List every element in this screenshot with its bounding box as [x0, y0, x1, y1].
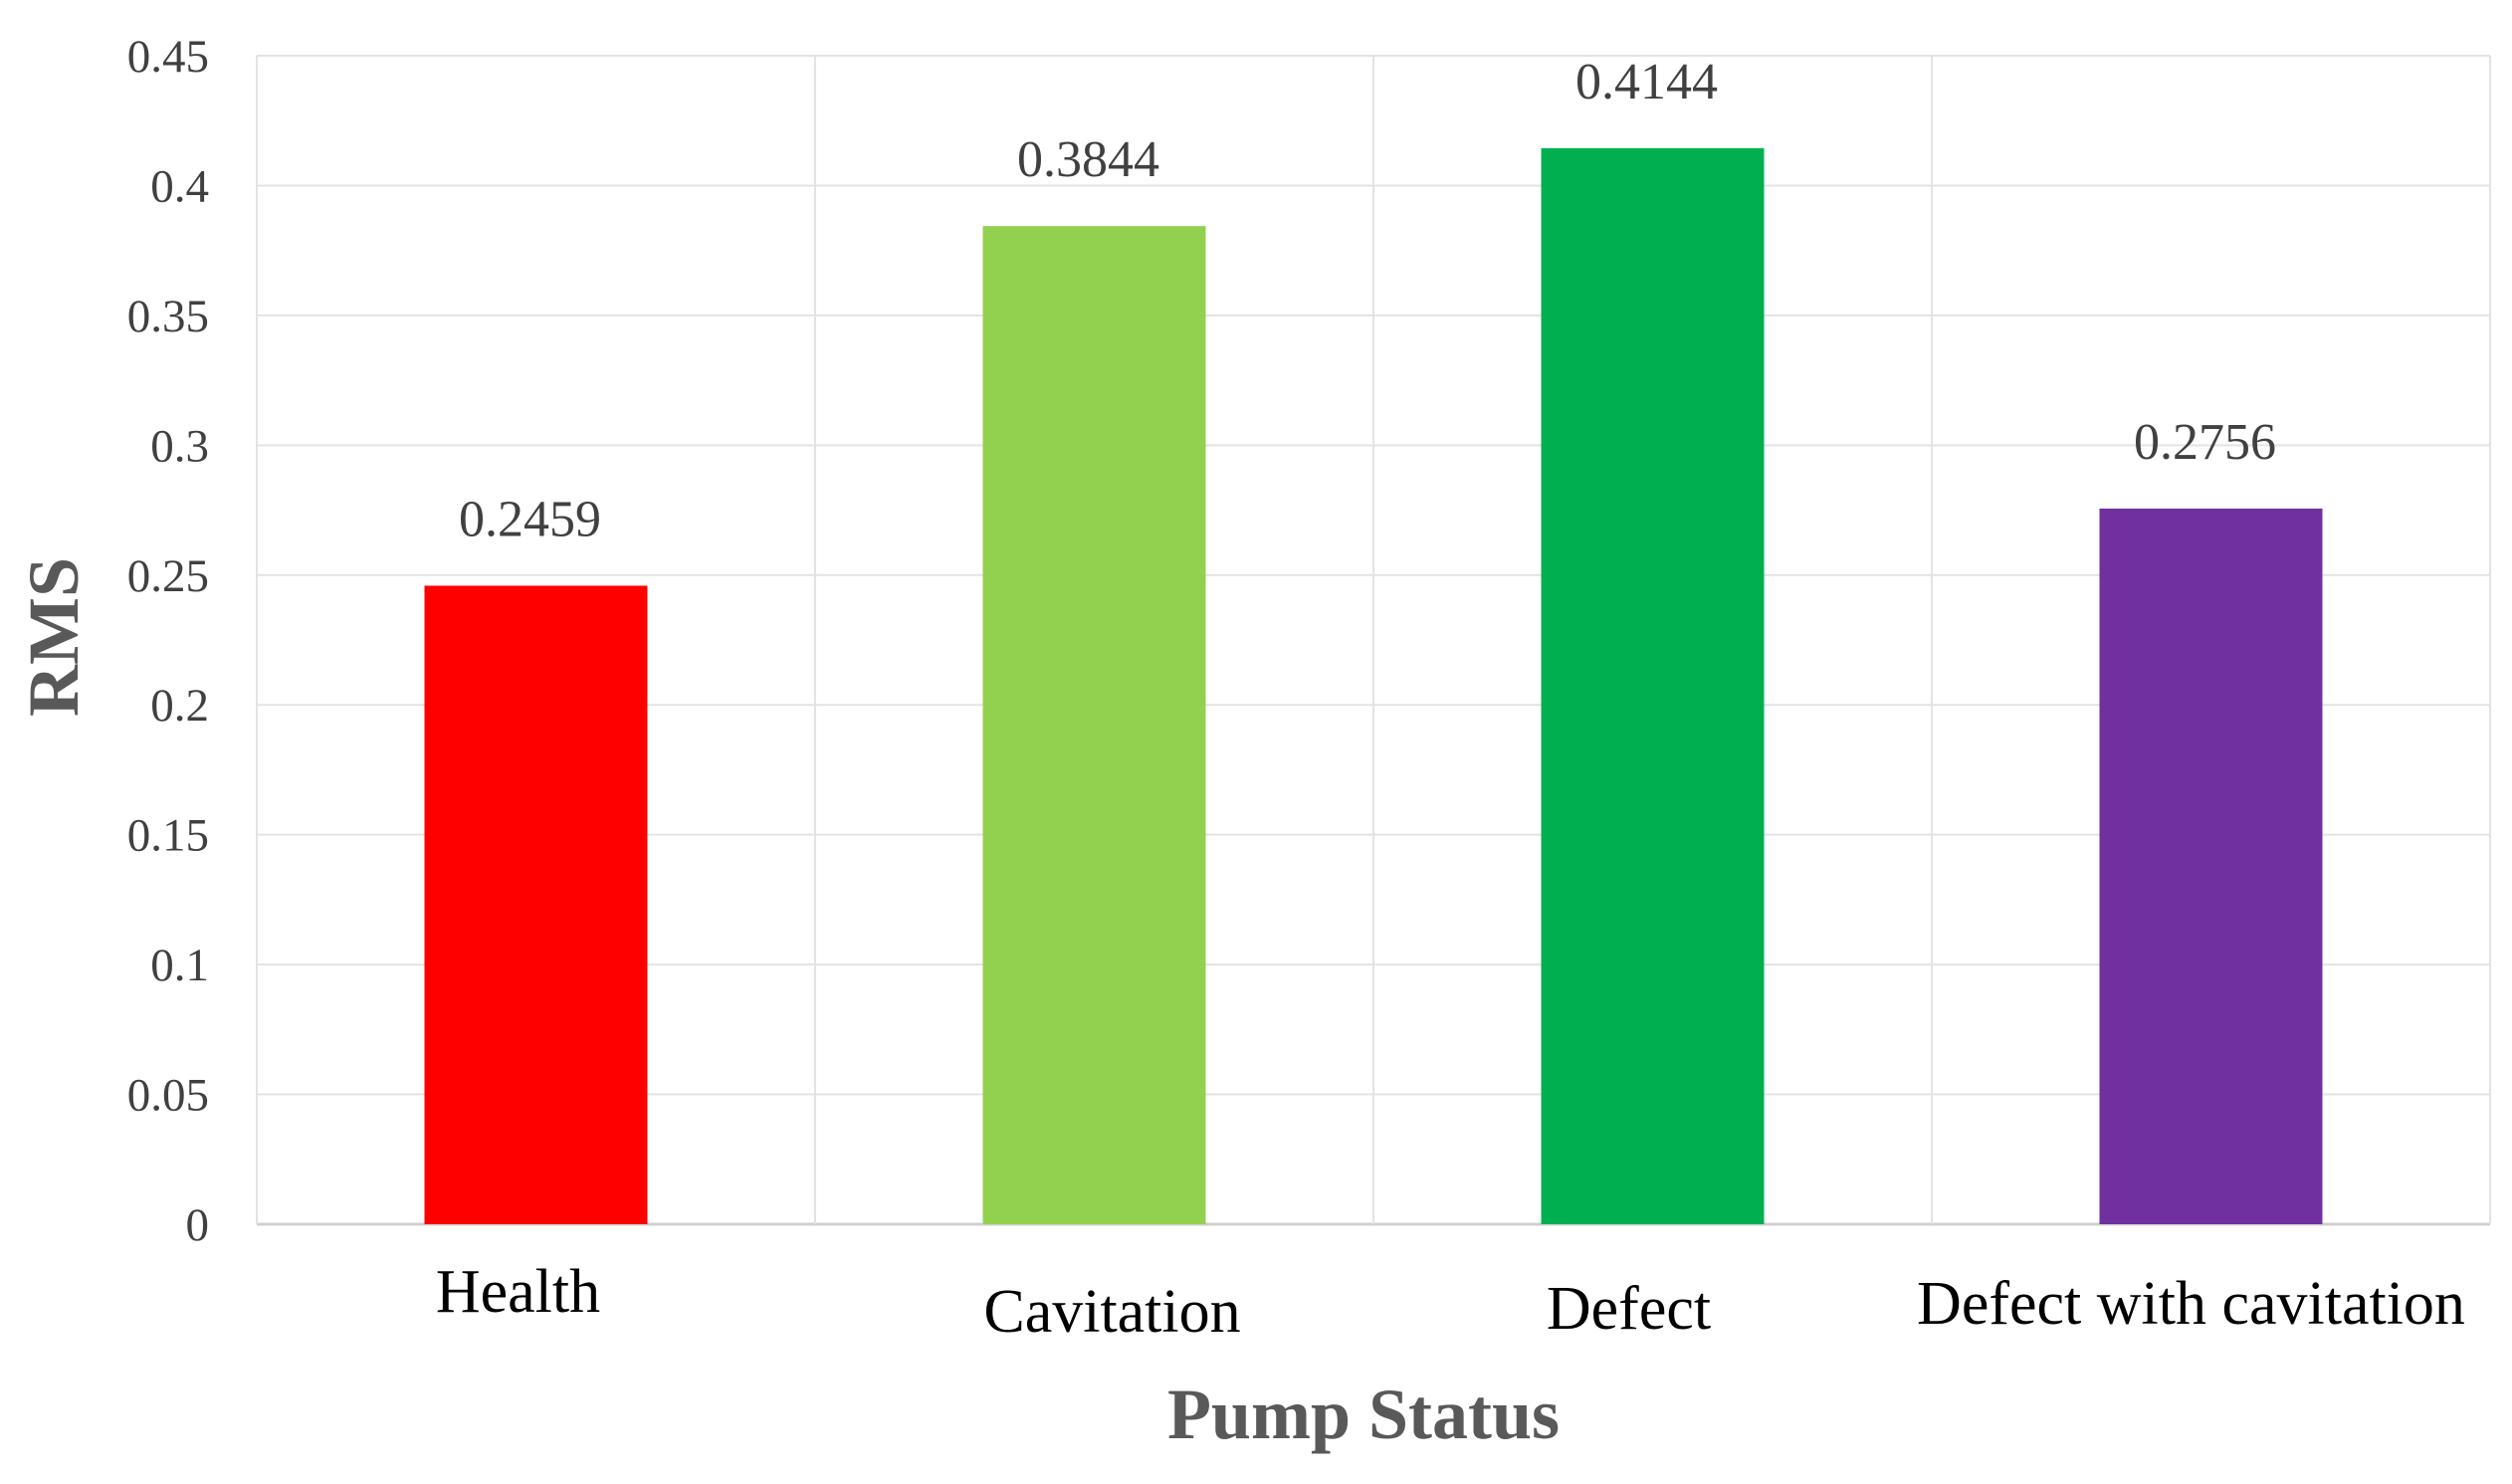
data-label: 0.3844 [1017, 131, 1159, 188]
y-tick-label: 0.15 [127, 810, 209, 862]
bars [424, 147, 2323, 1224]
data-label: 0.4144 [1575, 54, 1718, 110]
x-category-label: Cavitation [983, 1278, 1240, 1346]
y-tick-label: 0.05 [127, 1070, 209, 1122]
y-tick-label: 0.45 [127, 31, 209, 83]
y-tick-label: 0.1 [150, 940, 209, 991]
y-tick-label: 0.25 [127, 550, 209, 602]
x-axis-title: Pump Status [1167, 1375, 1560, 1454]
data-labels: 0.2459 0.3844 0.4144 0.2756 [459, 54, 2276, 548]
data-label: 0.2459 [459, 491, 601, 547]
y-tick-label: 0.4 [150, 160, 209, 212]
bar [1541, 147, 1765, 1224]
y-tick-label: 0.3 [150, 420, 209, 472]
y-tick-label: 0.35 [127, 291, 209, 342]
y-tick-label: 0.2 [150, 680, 209, 732]
y-axis-ticks: 0 0.05 0.1 0.15 0.2 0.25 0.3 0.35 0.4 0.45 [127, 31, 209, 1251]
bar [2099, 508, 2323, 1224]
x-category-label: Defect [1547, 1275, 1711, 1343]
bar [982, 226, 1206, 1224]
y-axis-title: RMS [14, 557, 94, 717]
bar [424, 585, 648, 1224]
data-label: 0.2756 [2134, 414, 2276, 471]
y-tick-label: 0 [186, 1199, 210, 1251]
x-category-label: Health [436, 1258, 600, 1326]
x-category-label: Defect with cavitation [1917, 1270, 2465, 1338]
x-axis-categories: Health Cavitation Defect Defect with cavita… [436, 1258, 2465, 1346]
